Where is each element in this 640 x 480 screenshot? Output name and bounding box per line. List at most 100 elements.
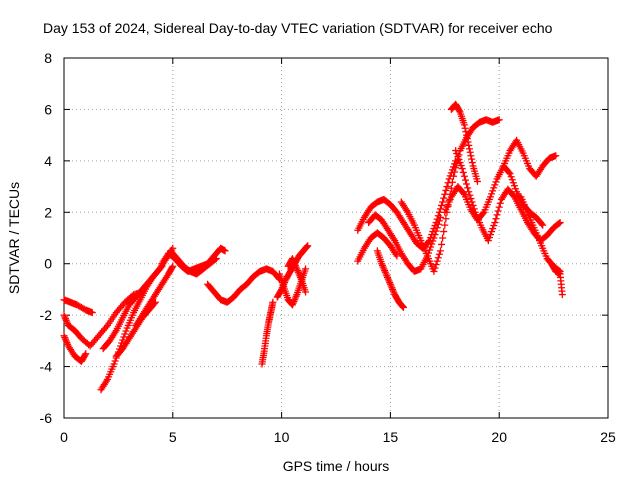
data-point-s18 — [439, 234, 447, 242]
data-point-s20 — [479, 210, 487, 218]
data-point-s19 — [467, 152, 475, 160]
data-point-s17 — [428, 240, 436, 248]
y-tick-label: 8 — [44, 50, 52, 66]
data-point-s0 — [88, 309, 96, 317]
data-point-s21 — [492, 215, 500, 223]
data-point-s18 — [436, 247, 444, 255]
data-point-s18 — [441, 221, 449, 229]
data-point-s2 — [82, 350, 90, 358]
data-point-s19 — [461, 124, 469, 132]
data-point-s3 — [110, 360, 118, 368]
data-point-s19 — [464, 138, 472, 146]
data-point-s21 — [463, 180, 471, 188]
data-point-s17 — [434, 220, 442, 228]
data-point-s21 — [459, 168, 467, 176]
y-tick-label: 2 — [44, 204, 52, 220]
data-point-s19 — [463, 131, 471, 139]
data-point-s21 — [556, 219, 564, 227]
data-point-s18 — [448, 178, 456, 186]
y-tick-label: -4 — [40, 359, 53, 375]
data-point-s19 — [463, 135, 471, 143]
y-tick-label: 0 — [44, 256, 52, 272]
data-point-s8 — [211, 255, 219, 263]
data-point-s18 — [432, 261, 440, 269]
y-axis-label: SDTVAR / TECUs — [6, 182, 22, 294]
data-point-s18 — [433, 257, 441, 265]
data-point-s17 — [433, 224, 441, 232]
data-point-s21 — [456, 159, 464, 167]
x-tick-label: 20 — [491, 429, 507, 445]
data-point-s21 — [495, 203, 503, 211]
data-point-s21 — [466, 191, 474, 199]
data-point-s18 — [438, 240, 446, 248]
data-point-s21 — [464, 184, 472, 192]
data-point-s4 — [157, 264, 165, 272]
data-point-s21 — [486, 231, 494, 239]
data-point-s17 — [426, 246, 434, 254]
data-point-s21 — [454, 153, 462, 161]
data-point-s21 — [555, 219, 563, 227]
data-point-s17 — [435, 217, 443, 225]
data-point-s17 — [429, 237, 437, 245]
data-point-s19 — [468, 155, 476, 163]
data-point-s18 — [431, 264, 439, 272]
data-point-s21 — [470, 205, 478, 213]
data-point-s21 — [461, 176, 469, 184]
data-point-s7 — [221, 247, 229, 255]
data-point-s21 — [489, 225, 497, 233]
data-point-s19 — [455, 107, 463, 115]
plot-frame — [63, 57, 609, 419]
data-point-s19 — [465, 141, 473, 149]
data-point-s21 — [465, 188, 473, 196]
y-tick-label: 6 — [44, 101, 52, 117]
data-point-s20 — [512, 185, 520, 193]
data-point-s21 — [496, 199, 504, 207]
data-point-s19 — [468, 159, 476, 167]
x-tick-label: 10 — [274, 429, 290, 445]
x-tick-label: 25 — [600, 429, 616, 445]
data-point-s17 — [427, 243, 435, 251]
data-point-s20 — [505, 168, 513, 176]
data-point-s20 — [489, 187, 497, 195]
data-point-s21 — [494, 207, 502, 215]
data-point-s11 — [303, 243, 311, 251]
data-point-s21 — [457, 162, 465, 170]
data-point-s21 — [468, 198, 476, 206]
data-point-s21 — [469, 201, 477, 209]
data-point-s3 — [121, 330, 129, 338]
data-point-s16 — [399, 303, 407, 311]
y-tick-label: -6 — [40, 410, 53, 426]
data-point-s21 — [490, 222, 498, 230]
data-point-s21 — [458, 165, 466, 173]
data-point-s24 — [558, 291, 566, 299]
data-point-s18 — [453, 159, 461, 167]
data-point-s14 — [443, 183, 451, 191]
data-point-s19 — [462, 128, 470, 136]
data-point-s21 — [485, 234, 493, 242]
data-point-s21 — [491, 219, 499, 227]
data-point-s6 — [168, 264, 176, 272]
data-point-s20 — [490, 184, 498, 192]
data-point-s21 — [467, 195, 475, 203]
x-axis-label: GPS time / hours — [283, 458, 390, 474]
data-point-s18 — [435, 250, 443, 258]
data-point-s19 — [473, 177, 481, 185]
data-point-s20 — [510, 182, 518, 190]
data-point-s18 — [495, 116, 503, 124]
grid-lines — [64, 58, 608, 418]
data-point-s8 — [212, 255, 220, 263]
data-point-s20 — [491, 181, 499, 189]
data-point-s22 — [552, 152, 560, 160]
data-points — [60, 100, 566, 394]
data-point-s21 — [455, 156, 463, 164]
data-point-s20 — [508, 176, 516, 184]
data-point-s19 — [466, 148, 474, 156]
data-point-s15 — [393, 252, 401, 260]
data-point-s21 — [493, 211, 501, 219]
data-point-s19 — [460, 121, 468, 129]
data-point-s20 — [507, 173, 515, 181]
x-tick-label: 15 — [383, 429, 399, 445]
data-point-s6 — [169, 262, 177, 270]
data-point-s18 — [434, 254, 442, 262]
